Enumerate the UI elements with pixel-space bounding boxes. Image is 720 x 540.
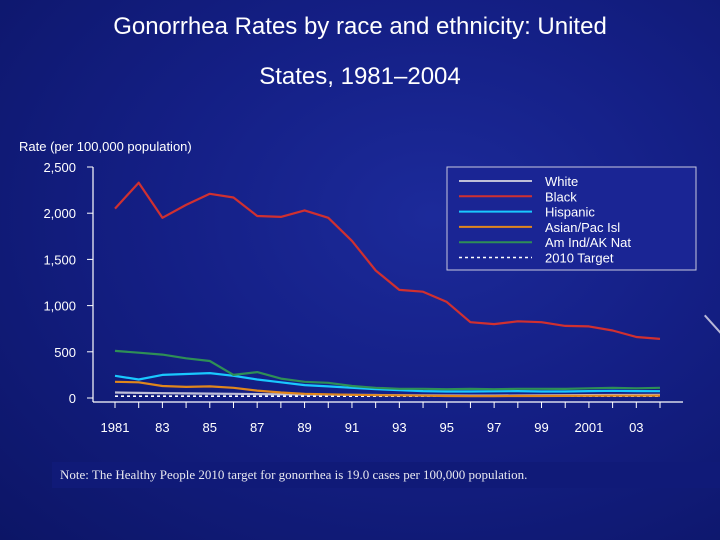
y-tick-label: 2,500 <box>43 160 76 175</box>
footnote: Note: The Healthy People 2010 target for… <box>52 462 720 488</box>
y-tick-label: 1,000 <box>43 299 76 314</box>
y-tick-label: 2,000 <box>43 206 76 221</box>
x-tick-label: 91 <box>345 420 359 435</box>
x-tick-label: 03 <box>629 420 643 435</box>
x-tick-label: 93 <box>392 420 406 435</box>
legend-label: Hispanic <box>545 205 595 220</box>
legend-label: Black <box>545 189 577 204</box>
slide-title: Gonorrhea Rates by race and ethnicity: U… <box>20 2 700 102</box>
legend-label: White <box>545 174 578 189</box>
series-layer <box>114 181 661 398</box>
series-line-black <box>114 181 661 340</box>
x-tick-label: 97 <box>487 420 501 435</box>
x-tick-label: 85 <box>203 420 217 435</box>
axes: 0 500 1,000 1,500 2,000 2,500 1981 83 85 87 89 91 93… <box>43 160 683 435</box>
slide-title-line-1: Gonorrhea Rates by race and ethnicity: U… <box>113 13 607 40</box>
series-line-hispanic <box>114 372 661 393</box>
series-line-am-ind-ak-nat <box>114 349 661 391</box>
y-axis-label: Rate (per 100,000 population) <box>19 139 192 154</box>
legend-label: Am Ind/AK Nat <box>545 235 631 250</box>
legend-label: 2010 Target <box>545 251 614 266</box>
legend-box <box>446 166 697 271</box>
legend-label: Asian/Pac Isl <box>545 220 620 235</box>
x-tick-label: 87 <box>250 420 264 435</box>
x-tick-label: 2001 <box>574 420 603 435</box>
x-tick-label: 99 <box>534 420 548 435</box>
x-tick-label: 83 <box>155 420 169 435</box>
x-tick-label: 95 <box>440 420 454 435</box>
series-line-asian-pac-isl <box>114 380 661 398</box>
x-tick-label: 89 <box>297 420 311 435</box>
y-tick-label: 1,500 <box>43 252 76 267</box>
x-tick-label: 1981 <box>101 420 130 435</box>
y-tick-label: 0 <box>69 391 76 406</box>
y-tick-label: 500 <box>54 345 76 360</box>
slide-title-line-2: States, 1981–2004 <box>259 63 461 90</box>
